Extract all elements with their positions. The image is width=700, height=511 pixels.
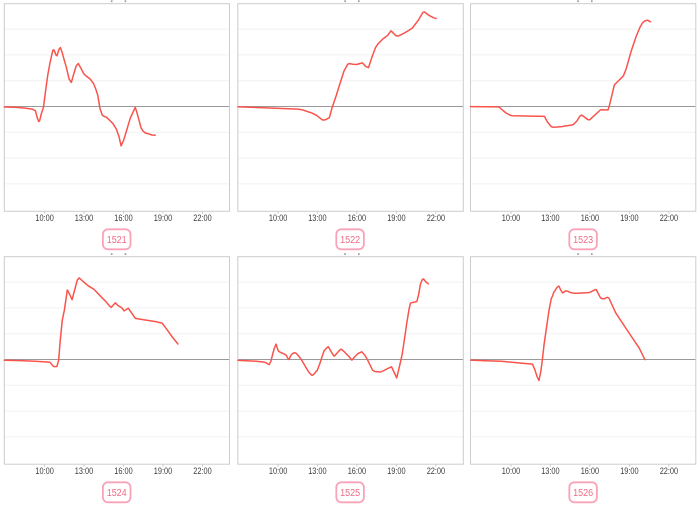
svg-text:22:00: 22:00 xyxy=(660,213,678,223)
svg-text:10:00: 10:00 xyxy=(269,466,287,476)
svg-text:10:00: 10:00 xyxy=(502,213,520,223)
svg-text:22:00: 22:00 xyxy=(193,213,211,223)
svg-text:16:00: 16:00 xyxy=(348,213,366,223)
svg-text:19:00: 19:00 xyxy=(620,466,638,476)
svg-text:10:00: 10:00 xyxy=(502,466,520,476)
svg-text:1523: 1523 xyxy=(573,235,594,246)
svg-text:1522: 1522 xyxy=(340,235,360,246)
svg-text:22:00: 22:00 xyxy=(193,466,211,476)
svg-text:13:00: 13:00 xyxy=(75,213,93,223)
svg-text:19:00: 19:00 xyxy=(154,466,172,476)
svg-text:16:00: 16:00 xyxy=(581,466,599,476)
svg-text:13:00: 13:00 xyxy=(541,213,559,223)
svg-text:16:00: 16:00 xyxy=(114,213,132,223)
svg-text:19:00: 19:00 xyxy=(154,213,172,223)
svg-text:19:00: 19:00 xyxy=(387,213,405,223)
svg-text:13:00: 13:00 xyxy=(308,466,326,476)
svg-text:13:00: 13:00 xyxy=(308,213,326,223)
svg-text:13:00: 13:00 xyxy=(541,466,559,476)
svg-text:1521: 1521 xyxy=(107,235,127,246)
svg-text:10:00: 10:00 xyxy=(35,213,53,223)
svg-text:16:00: 16:00 xyxy=(114,466,132,476)
svg-text:16:00: 16:00 xyxy=(581,213,599,223)
svg-text:13:00: 13:00 xyxy=(75,466,93,476)
svg-text:22:00: 22:00 xyxy=(427,466,445,476)
svg-text:10:00: 10:00 xyxy=(269,213,287,223)
svg-text:1524: 1524 xyxy=(107,488,128,499)
svg-text:10:00: 10:00 xyxy=(35,466,53,476)
svg-text:19:00: 19:00 xyxy=(620,213,638,223)
svg-text:1526: 1526 xyxy=(573,488,594,499)
svg-text:1525: 1525 xyxy=(340,488,361,499)
svg-text:16:00: 16:00 xyxy=(348,466,366,476)
svg-text:22:00: 22:00 xyxy=(427,213,445,223)
svg-text:19:00: 19:00 xyxy=(387,466,405,476)
svg-text:22:00: 22:00 xyxy=(660,466,678,476)
